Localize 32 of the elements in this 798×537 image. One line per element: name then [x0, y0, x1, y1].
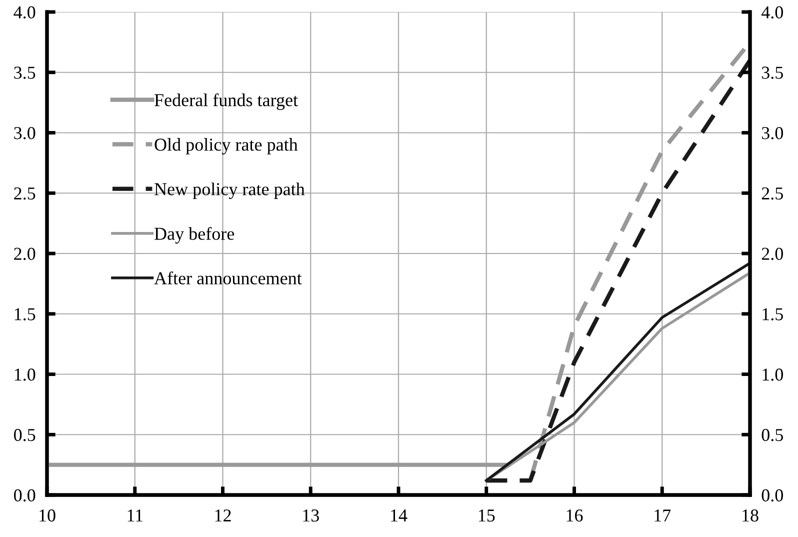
y2-tick-label: 0.0 — [762, 489, 783, 502]
y2-tick-label: 4.0 — [761, 6, 783, 19]
y-tick-label: 0.5 — [14, 428, 36, 442]
y-tick-label: 0.0 — [14, 489, 36, 502]
x-tick-label: 16 — [566, 509, 583, 522]
x-tick-label: 10 — [40, 509, 56, 522]
x-tick-label: 13 — [303, 509, 319, 522]
legend-label: Day before — [154, 226, 234, 244]
legend-label: Federal funds target — [154, 93, 298, 110]
y-tick-label: 1.0 — [14, 368, 36, 381]
legend-label: After announcement — [154, 272, 302, 284]
y2-tick-label: 3.5 — [762, 66, 783, 79]
x-tick-label: 11 — [128, 510, 142, 522]
y-tick-label: 2.5 — [14, 187, 36, 200]
y2-tick-label: 1.5 — [762, 308, 783, 320]
x-tick-label: 15 — [478, 510, 495, 522]
y2-tick-label: 1.0 — [762, 368, 783, 381]
y-tick-label: 4.0 — [14, 6, 36, 19]
y2-tick-label: 2.0 — [762, 248, 783, 260]
y2-tick-label: 3.0 — [762, 127, 783, 140]
y-tick-label: 2.0 — [14, 248, 36, 260]
y2-tick-label: 2.5 — [762, 187, 783, 200]
y2-tick-label: 0.5 — [762, 428, 783, 442]
y-tick-label: 3.5 — [14, 66, 36, 79]
legend-label: New policy rate path — [154, 182, 305, 200]
x-tick-label: 17 — [654, 510, 671, 522]
x-tick-label: 18 — [742, 509, 758, 522]
x-tick-label: 14 — [391, 510, 408, 522]
x-tick-label: 12 — [215, 509, 231, 522]
y-tick-label: 1.5 — [14, 308, 36, 320]
legend-label: Old policy rate path — [154, 138, 298, 154]
y-tick-label: 3.0 — [14, 127, 36, 140]
